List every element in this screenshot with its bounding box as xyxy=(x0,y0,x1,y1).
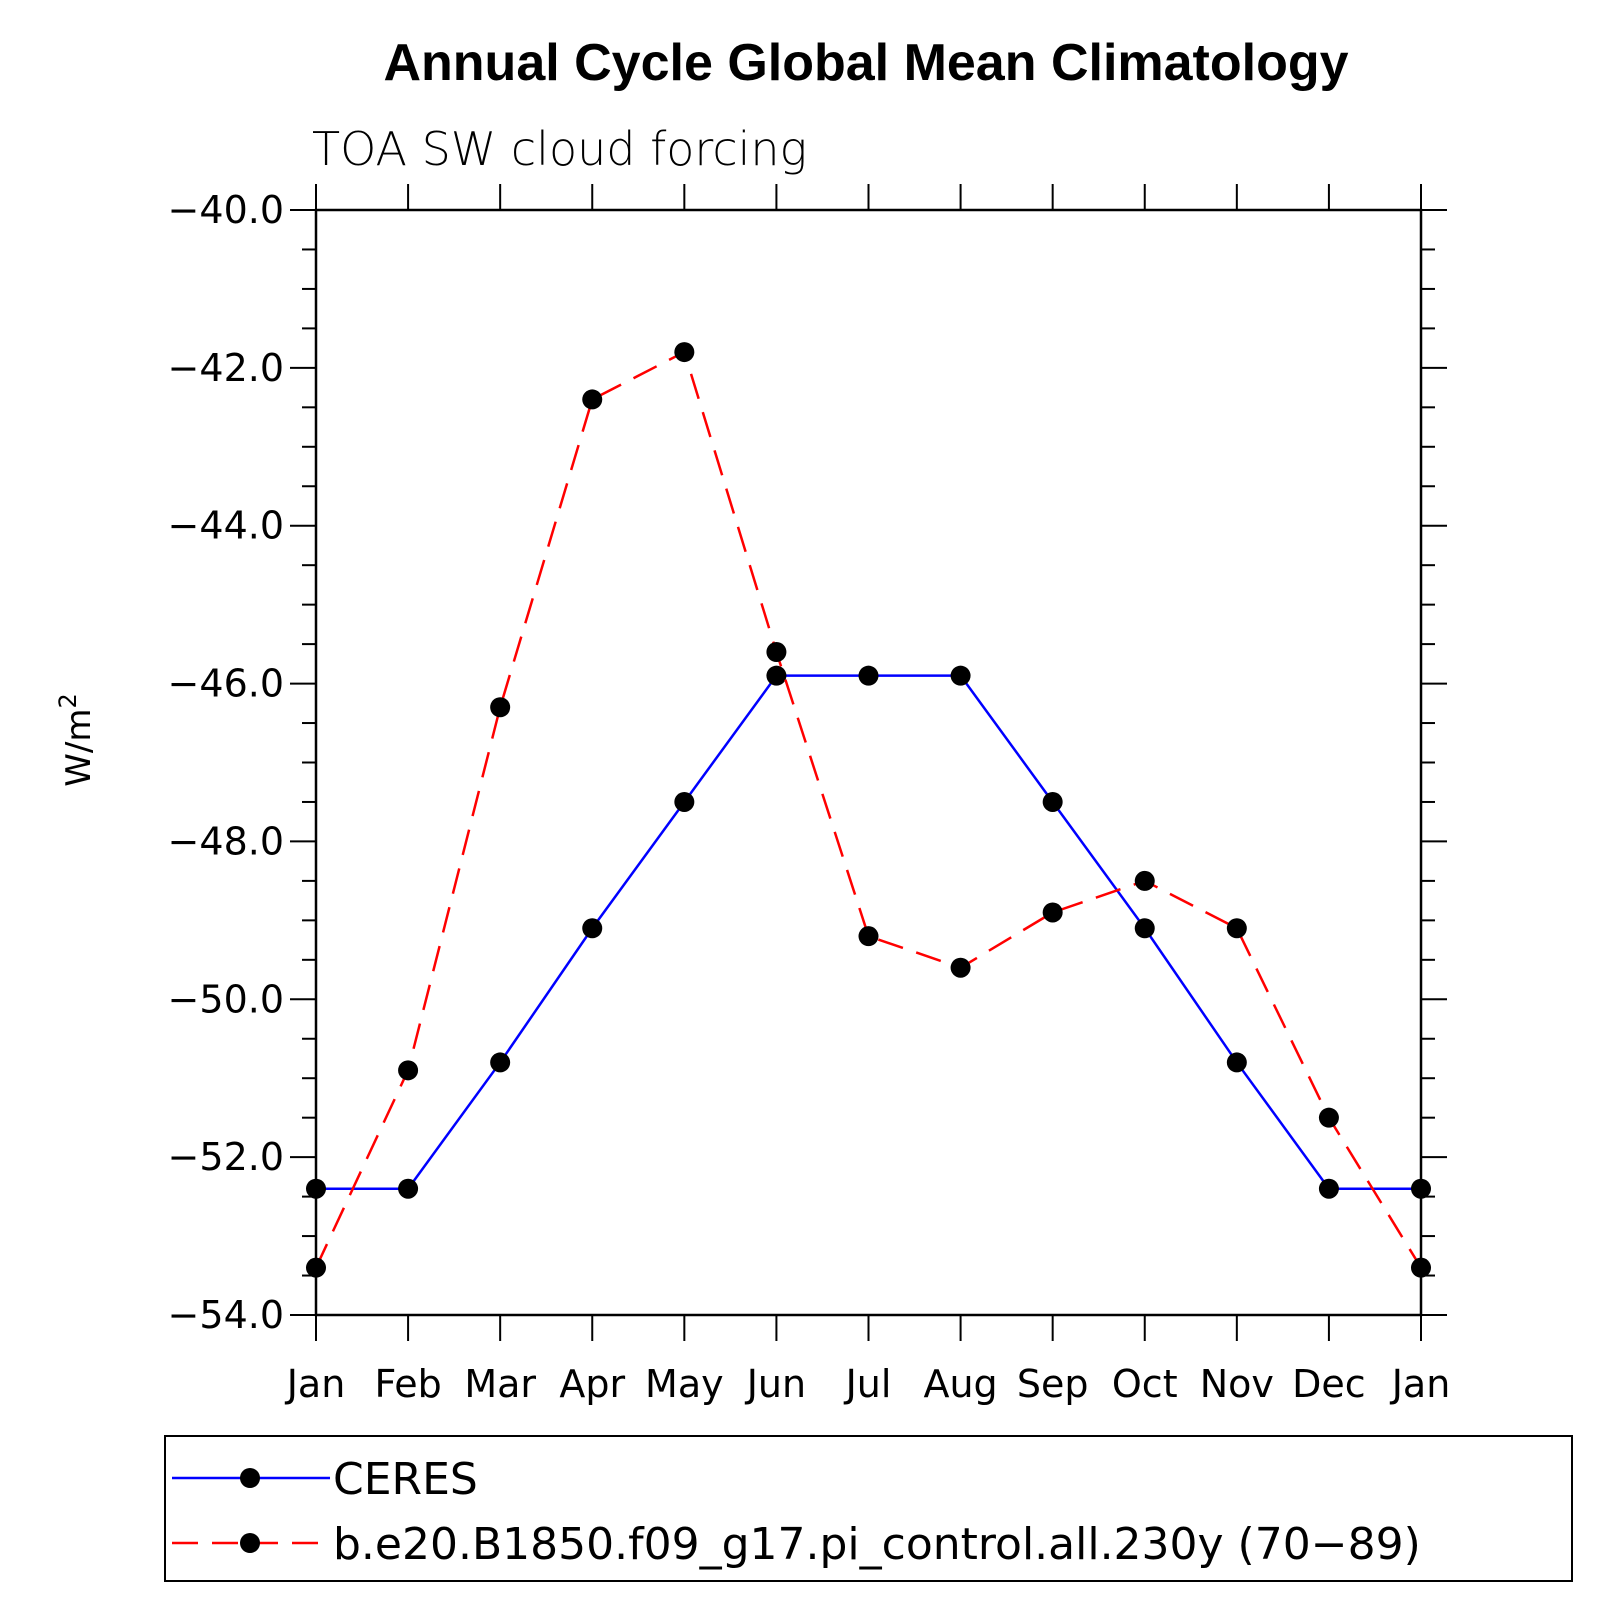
data-point xyxy=(1042,902,1063,923)
x-tick-label: Mar xyxy=(464,1362,536,1406)
data-point xyxy=(1226,918,1247,939)
data-point xyxy=(858,926,879,947)
data-point xyxy=(1318,1107,1339,1128)
chart-title: Annual Cycle Global Mean Climatology xyxy=(383,34,1348,92)
y-tick-label: −46.0 xyxy=(168,662,284,706)
axes: −40.0 −42.0 −44.0 −46.0 −48.0 −50.0 −52.0 −54.0… xyxy=(168,184,1451,1406)
data-point xyxy=(1411,1257,1431,1278)
plot-frame xyxy=(314,208,1423,1317)
data-point xyxy=(766,665,787,686)
y-tick-label: −50.0 xyxy=(168,977,284,1021)
data-point xyxy=(950,957,971,978)
x-tick-label: Dec xyxy=(1292,1362,1366,1406)
legend-box xyxy=(164,1435,1573,1582)
y-tick-label: −52.0 xyxy=(168,1135,284,1179)
y-axis-label: W/m2 xyxy=(54,693,99,786)
data-point xyxy=(306,1257,326,1278)
data-point xyxy=(1042,791,1063,812)
y-tick-label: −42.0 xyxy=(168,346,284,390)
series-1 xyxy=(306,665,1431,1199)
series-line xyxy=(314,350,1423,1269)
data-point xyxy=(306,1178,326,1199)
data-point xyxy=(582,389,603,410)
x-tick-label: Jul xyxy=(844,1362,892,1406)
y-axis-label-superscript: 2 xyxy=(54,693,82,708)
data-point xyxy=(490,697,511,718)
data-point xyxy=(1134,918,1155,939)
legend-label: CERES xyxy=(333,1454,478,1505)
data-point xyxy=(766,642,787,662)
y-tick-label: −44.0 xyxy=(168,504,284,548)
data-point xyxy=(582,918,603,939)
x-tick-label: Aug xyxy=(923,1362,997,1406)
legend: CERES b.e20.B1850.f09_g17.pi_control.all.… xyxy=(164,1435,1573,1582)
x-tick-label: Feb xyxy=(374,1362,441,1406)
legend-swatch-marker xyxy=(240,1533,260,1553)
data-point xyxy=(674,342,695,363)
legend-label: b.e20.B1850.f09_g17.pi_control.all.230y … xyxy=(333,1519,1421,1570)
data-point xyxy=(950,665,971,686)
data-point xyxy=(674,791,695,812)
x-tick-label: Nov xyxy=(1200,1362,1274,1406)
y-tick-label: −48.0 xyxy=(168,819,284,863)
series-lines xyxy=(306,342,1431,1278)
x-tick-label: Jan xyxy=(285,1362,346,1406)
data-point xyxy=(1411,1178,1431,1199)
data-point xyxy=(398,1060,419,1081)
data-point xyxy=(1318,1178,1339,1199)
chart-subtitle: TOA SW cloud forcing xyxy=(312,122,807,176)
data-point xyxy=(1134,870,1155,891)
data-point xyxy=(398,1178,419,1199)
x-tick-label: Jun xyxy=(745,1362,806,1406)
data-point xyxy=(1226,1052,1247,1073)
series-2 xyxy=(306,342,1431,1278)
y-tick-label: −40.0 xyxy=(168,188,284,232)
data-point xyxy=(490,1052,511,1073)
x-tick-label: May xyxy=(645,1362,724,1406)
x-tick-label: Apr xyxy=(559,1362,625,1406)
data-point xyxy=(858,665,879,686)
x-tick-label: Oct xyxy=(1112,1362,1178,1406)
legend-swatch-marker xyxy=(240,1468,260,1488)
x-tick-label: Sep xyxy=(1017,1362,1089,1406)
y-tick-label: −54.0 xyxy=(168,1293,284,1337)
x-tick-label: Jan xyxy=(1390,1362,1451,1406)
y-axis-label-text: W/m xyxy=(59,709,99,787)
